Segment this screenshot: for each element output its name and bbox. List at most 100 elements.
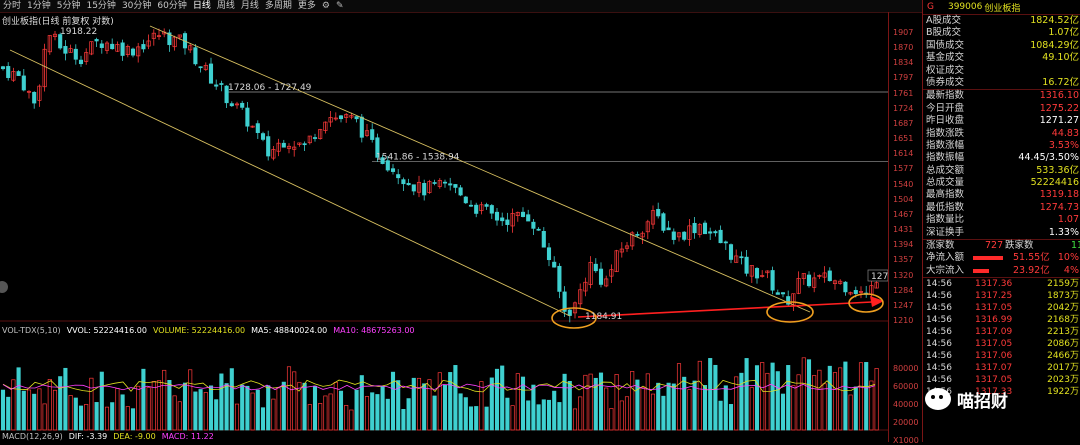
candle-body <box>702 222 708 235</box>
candle-body <box>838 280 843 284</box>
volume-bar <box>630 371 635 431</box>
candle-body <box>780 292 786 295</box>
candle-body <box>614 250 619 273</box>
period-tab-6[interactable]: 日线 <box>192 1 211 11</box>
volume-bar <box>47 379 52 431</box>
period-tab-4[interactable]: 30分钟 <box>121 1 152 11</box>
period-tab-10[interactable]: 更多 <box>297 1 316 11</box>
trade-time: 14:56 <box>926 291 952 302</box>
candle-body <box>380 157 385 164</box>
volume-bar <box>99 371 104 431</box>
volume-bar <box>73 397 78 431</box>
flow-row: 大宗流入 23.92亿 4% <box>923 265 1080 277</box>
volume-bar <box>151 381 156 431</box>
trade-row: 14:56 1317.05 2023万 <box>923 374 1080 386</box>
volume-bar <box>364 396 370 431</box>
trade-time: 14:56 <box>926 315 952 326</box>
volume-bar <box>780 393 786 431</box>
settings-icon[interactable]: ⚙ <box>321 1 330 11</box>
trade-row: 14:56 1316.99 2168万 <box>923 314 1080 326</box>
candle-body <box>416 181 422 193</box>
volume-bar <box>765 372 770 431</box>
volume-bar <box>682 376 687 431</box>
period-tab-7[interactable]: 周线 <box>216 1 235 11</box>
candle-body <box>713 231 718 234</box>
volume-bar <box>578 396 583 431</box>
watermark: 喵招财 <box>925 384 1045 414</box>
quote-row: 指数涨跌 44.83 <box>923 128 1080 140</box>
quote-value: 1.33% <box>1048 226 1079 238</box>
volume-bar <box>203 392 208 431</box>
volume-bar <box>484 406 489 431</box>
candle-body <box>21 75 26 91</box>
low-circle <box>848 293 884 313</box>
candle-body <box>749 265 754 277</box>
trade-row: 14:56 1317.09 2213万 <box>923 326 1080 338</box>
candle-body <box>479 204 484 212</box>
candle-body <box>448 183 453 186</box>
candle-body <box>494 211 500 221</box>
candle-body <box>89 41 94 55</box>
candle-body <box>583 281 588 292</box>
candle-body <box>786 296 791 305</box>
candle-body <box>208 63 214 84</box>
volume-tick: 20000 <box>893 418 919 427</box>
period-tab-3[interactable]: 15分钟 <box>86 1 116 11</box>
candle-body <box>177 34 182 38</box>
candle-body <box>396 174 401 179</box>
candle-body <box>32 91 37 104</box>
left-scroll-handle <box>0 281 8 293</box>
trade-price: 1317.06 <box>975 351 1013 362</box>
quote-value: 1.07 <box>1057 214 1079 226</box>
quote-value: 1084.29亿 <box>1030 39 1079 51</box>
candle-body <box>546 247 552 261</box>
candle-body <box>453 184 458 188</box>
period-tab-8[interactable]: 月线 <box>240 1 259 11</box>
volume-bar <box>6 396 11 431</box>
volume-bar <box>671 383 676 431</box>
candle-body <box>99 43 104 48</box>
candle-body <box>817 275 822 277</box>
period-tab-5[interactable]: 60分钟 <box>157 1 187 11</box>
period-tab-1[interactable]: 1分钟 <box>27 1 51 11</box>
candle-body <box>302 143 307 146</box>
volume-tick: X1000 <box>893 436 919 445</box>
period-tab-2[interactable]: 5分钟 <box>56 1 81 11</box>
draw-icon[interactable]: ✎ <box>336 1 344 11</box>
candlestick-chart[interactable]: 1918.22 1728.06 - 1727.49 1541.86 - 1538.9… <box>0 12 888 442</box>
macd-title-part-3: MACD: 11.22 <box>161 432 214 441</box>
candle-body <box>588 261 593 285</box>
volume-bar <box>656 382 661 431</box>
candle-body <box>505 219 510 225</box>
quote-label: 指数涨幅 <box>926 139 965 151</box>
candle-body <box>422 183 427 196</box>
candle-body <box>219 83 224 85</box>
volume-bar <box>598 372 604 431</box>
candle-body <box>266 136 271 157</box>
channel-upper-line <box>149 25 811 313</box>
trade-time: 14:56 <box>926 339 952 350</box>
volume-bar <box>266 385 271 431</box>
volume-bar <box>515 373 520 431</box>
quote-value: 533.36亿 <box>1036 164 1079 176</box>
candle-body <box>442 181 448 184</box>
quote-row: 权证成交 <box>923 65 1080 77</box>
volume-bar <box>276 387 281 431</box>
period-tab-0[interactable]: 分时 <box>3 1 22 11</box>
volume-bar <box>286 366 292 431</box>
volume-bar <box>208 385 214 431</box>
candle-body <box>853 290 858 294</box>
period-tab-9[interactable]: 多周期 <box>264 1 292 11</box>
vol-title-part-4: MA10: 48675263.00 <box>333 326 415 335</box>
candle-body <box>234 103 240 106</box>
quote-value: 1271.27 <box>1039 115 1079 127</box>
price-tick: 1761 <box>893 88 914 98</box>
macd-title-part-1: DIF: -3.39 <box>68 432 108 441</box>
candle-body <box>812 277 817 288</box>
volume-bar <box>11 379 16 431</box>
volume-bar <box>297 381 302 431</box>
volume-bar <box>52 389 58 431</box>
price-tick: 1724 <box>893 103 914 113</box>
vol-title-part-3: MA5: 48840024.00 <box>251 326 328 335</box>
quote-label: 总成交量 <box>926 177 965 189</box>
